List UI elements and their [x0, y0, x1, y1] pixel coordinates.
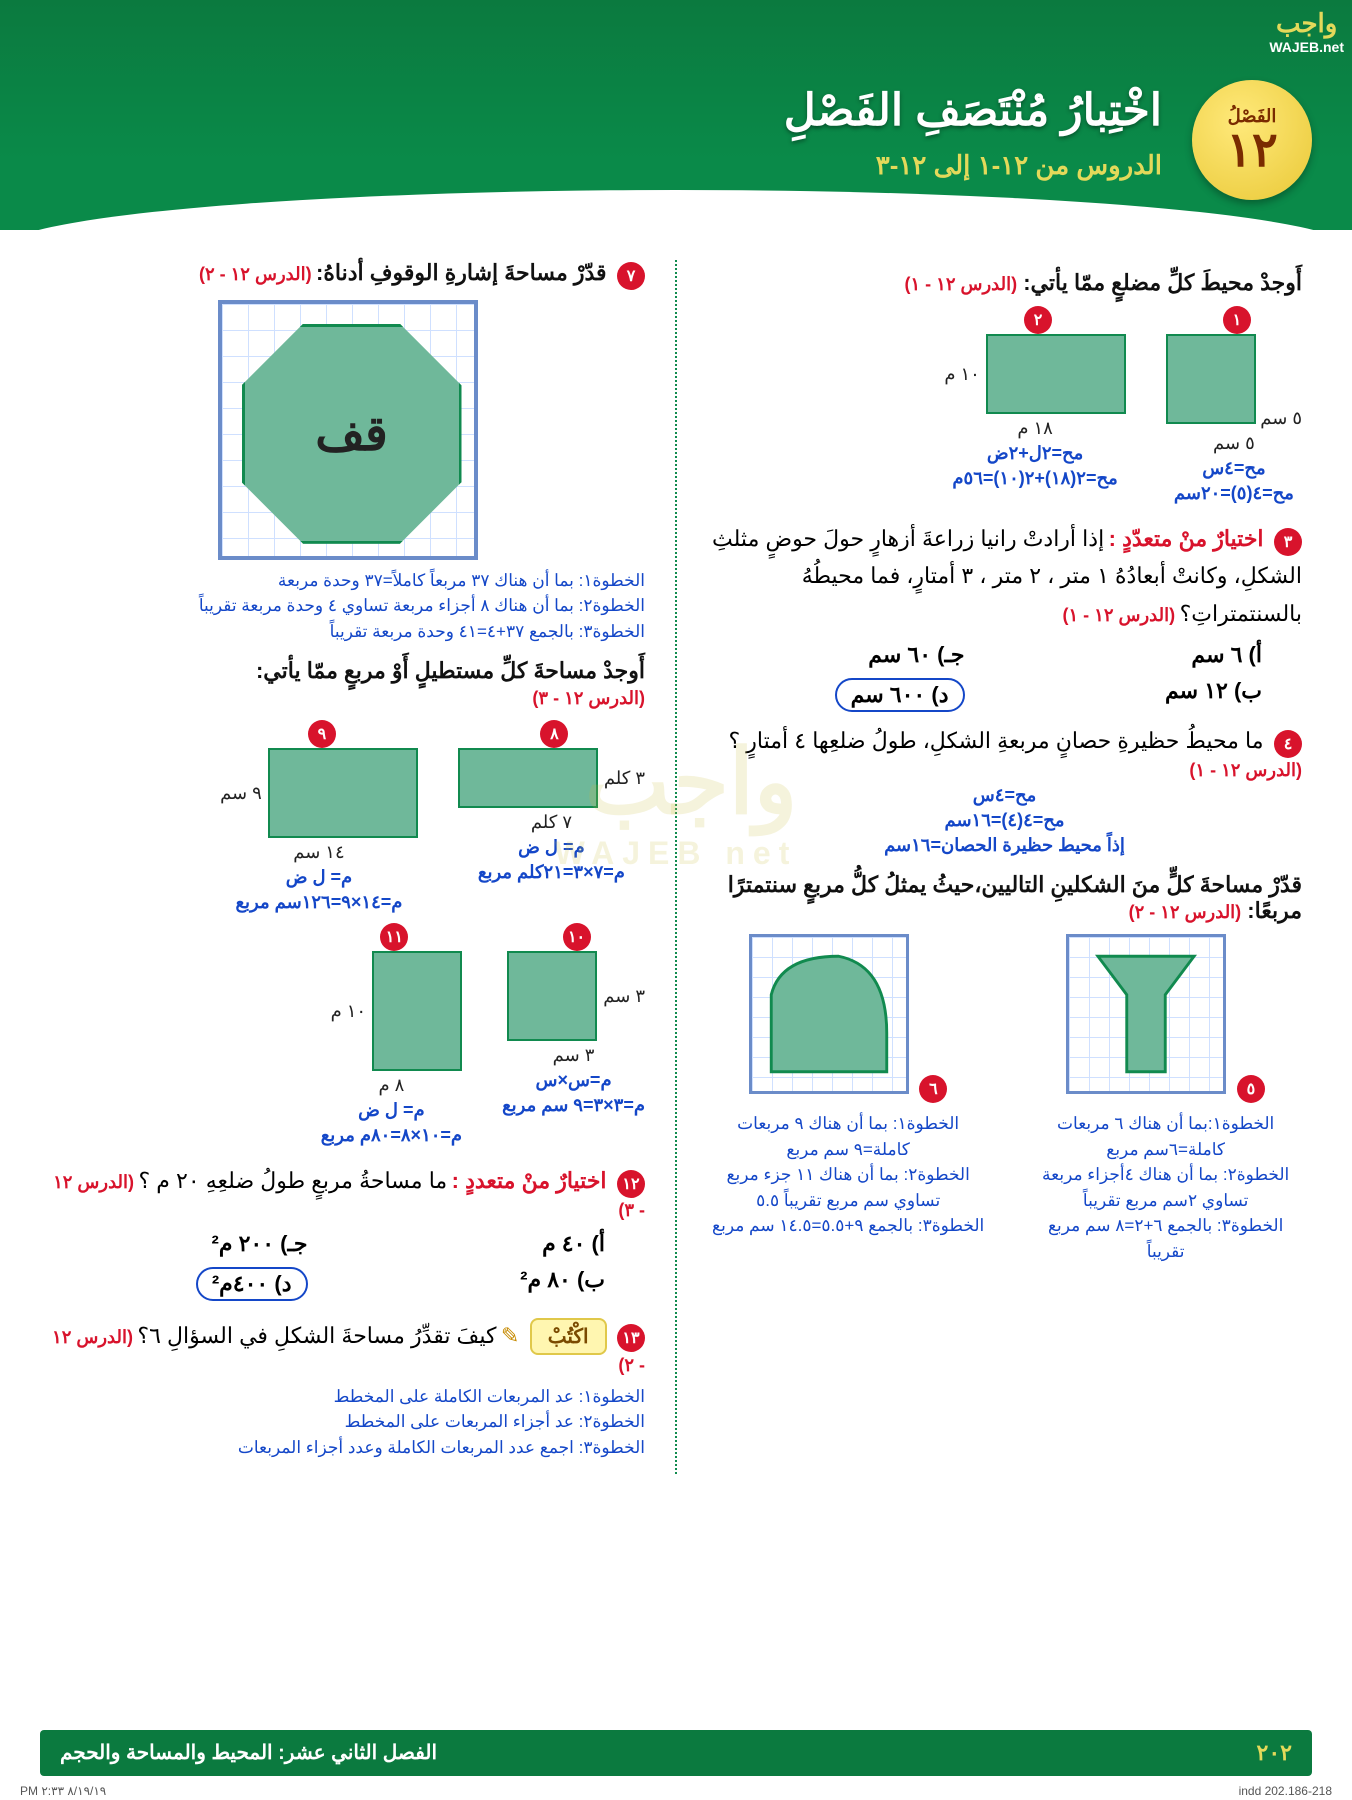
- q2: ٢ ١٠ م ١٨ م مح=٢ل+٢ض مح=٢(١٨)+٢(١٠)=٥٦م: [944, 306, 1126, 504]
- q12-opt-a: أ) ٤٠ م: [348, 1231, 606, 1257]
- q8-q9-row: ٨ ٣ كلم ٧ كلم م= ل ض م=٧×٣=٢١كلم مربع ٩ …: [50, 720, 645, 913]
- q4: ٤ ما محيطُ حظيرةِ حصانٍ مربعةِ الشكلِ، ط…: [707, 722, 1302, 855]
- badge-7: ٧: [617, 262, 645, 290]
- chapter-badge: الفَصْلُ ١٢: [1192, 80, 1312, 200]
- q3-opt-d: د) ٦٠٠ سم: [835, 678, 965, 712]
- q11: ١١ ١٠ م ٨ م م= ل ض م=١٠×٨=٨٠م مربع: [321, 923, 462, 1146]
- q3-opt-b: ب) ١٢ سم: [1005, 678, 1263, 712]
- q5-q6-row: ٥ الخطوة١:بما أن هناك ٦ مربعات كاملة=٦سم…: [707, 934, 1302, 1279]
- q1: ١ ٥ سم ٥ سم مح=٤س مح=٤(٥)=٢٠سم: [1166, 306, 1302, 504]
- q5-grid: [1066, 934, 1226, 1094]
- badge-8: ٨: [540, 720, 568, 748]
- badge-13: ١٣: [617, 1324, 645, 1352]
- q7-steps: الخطوة١: بما أن هناك ٣٧ مربعاً كاملاً=٣٧…: [50, 568, 645, 645]
- badge-10: ١٠: [563, 923, 591, 951]
- badge-6: ٦: [919, 1075, 947, 1103]
- q3: ٣ اختيارٌ منْ متعدّدٍ : إذا أرادتْ رانيا…: [707, 520, 1302, 712]
- brand-ar: واجب: [1269, 8, 1344, 39]
- write-badge: اكْتُبْ: [530, 1318, 607, 1355]
- q1-q2-row: ١ ٥ سم ٥ سم مح=٤س مح=٤(٥)=٢٠سم ٢ ١٠ م ١٨…: [707, 306, 1302, 504]
- q5: ٥ الخطوة١:بما أن هناك ٦ مربعات كاملة=٦سم…: [1029, 934, 1302, 1279]
- q13: ١٣ اكْتُبْ ✎ كيفَ تقدِّرُ مساحةَ الشكلِ …: [50, 1317, 645, 1461]
- q10: ١٠ ٣ سم ٣ سم م=س×س م=٣×٣=٩ سم مربع: [502, 923, 645, 1146]
- q7: ٧ قدّرْ مساحةَ إشارةِ الوقوفِ أدناهُ: (ا…: [50, 260, 645, 644]
- badge-3: ٣: [1274, 528, 1302, 556]
- page-title: اخْتِبارُ مُنْتَصَفِ الفَصْلِ: [784, 85, 1162, 136]
- pencil-icon: ✎: [501, 1323, 519, 1348]
- badge-12: ١٢: [617, 1170, 645, 1198]
- question-head-1: أَوجدْ محيطَ كلِّ مضلعٍ ممّا يأتي: (الدر…: [707, 270, 1302, 296]
- q10-q11-row: ١٠ ٣ سم ٣ سم م=س×س م=٣×٣=٩ سم مربع ١١ ١٠…: [50, 923, 645, 1146]
- q9: ٩ ٩ سم ١٤ سم م= ل ض م=١٤×٩=١٢٦سم مربع: [220, 720, 418, 913]
- badge-2: ٢: [1024, 306, 1052, 334]
- stop-sign-grid: قف: [218, 300, 478, 560]
- badge-9: ٩: [308, 720, 336, 748]
- q6-steps: الخطوة١: بما أن هناك ٩ مربعات كاملة=٩ سم…: [707, 1111, 989, 1239]
- q12-opt-d: د) ٤٠٠م²: [196, 1267, 308, 1301]
- q12-options: أ) ٤٠ م جـ) ٢٠٠ م² ب) ٨٠ م² د) ٤٠٠م²: [50, 1231, 605, 1301]
- page-header: واجب WAJEB.net الفَصْلُ ١٢ اخْتِبارُ مُن…: [0, 0, 1352, 230]
- q3-options: أ) ٦ سم جـ) ٦٠ سم ب) ١٢ سم د) ٦٠٠ سم: [707, 642, 1262, 712]
- page-subtitle: الدروس من ١٢-١ إلى ١٢-٣: [876, 150, 1162, 181]
- q6: ٦ الخطوة١: بما أن هناك ٩ مربعات كاملة=٩ …: [707, 934, 989, 1279]
- column-divider: [675, 260, 677, 1474]
- column-left: ٧ قدّرْ مساحةَ إشارةِ الوقوفِ أدناهُ: (ا…: [50, 260, 645, 1474]
- stop-sign: قف: [242, 324, 462, 544]
- meta-bar: 186-218.indd 202 ٨/١٩/١٩ ٢:٣٣ PM: [20, 1784, 1332, 1798]
- column-right: أَوجدْ محيطَ كلِّ مضلعٍ ممّا يأتي: (الدر…: [707, 260, 1302, 1474]
- page: واجب WAJEB.net الفَصْلُ ١٢ اخْتِبارُ مُن…: [0, 0, 1352, 1800]
- brand-logo: واجب WAJEB.net: [1269, 8, 1344, 55]
- question-head-2: قدّرْ مساحةَ كلٍّ منَ الشكلينِ التاليين،…: [707, 872, 1302, 924]
- brand-en: WAJEB.net: [1269, 39, 1344, 55]
- q12-opt-b: ب) ٨٠ م²: [348, 1267, 606, 1301]
- q6-grid: [749, 934, 909, 1094]
- q1-square: [1166, 334, 1256, 424]
- q12-opt-c: جـ) ٢٠٠ م²: [50, 1231, 308, 1257]
- q2-rect: [986, 334, 1126, 414]
- page-footer: ٢٠٢ الفصل الثاني عشر: المحيط والمساحة وا…: [40, 1730, 1312, 1776]
- badge-1: ١: [1223, 306, 1251, 334]
- meta-file: 186-218.indd 202: [1239, 1784, 1332, 1798]
- badge-4: ٤: [1274, 730, 1302, 758]
- meta-time: ٨/١٩/١٩ ٢:٣٣ PM: [20, 1784, 106, 1798]
- content: أَوجدْ محيطَ كلِّ مضلعٍ ممّا يأتي: (الدر…: [0, 230, 1352, 1494]
- q5-steps: الخطوة١:بما أن هناك ٦ مربعات كاملة=٦سم م…: [1029, 1111, 1302, 1264]
- page-number: ٢٠٢: [1257, 1740, 1292, 1766]
- q3-opt-a: أ) ٦ سم: [1005, 642, 1263, 668]
- q12: ١٢ اختيارٌ منْ متعددٍ : ما مساحةُ مربعٍ …: [50, 1162, 645, 1300]
- chapter-number: ١٢: [1226, 127, 1278, 175]
- badge-5: ٥: [1237, 1075, 1265, 1103]
- q13-steps: الخطوة١: عد المربعات الكاملة على المخطط …: [50, 1384, 645, 1461]
- question-head-3: أَوجدْ مساحةَ كلِّ مستطيلٍ أَوْ مربعٍ مم…: [50, 658, 645, 710]
- q3-opt-c: جـ) ٦٠ سم: [707, 642, 965, 668]
- badge-11: ١١: [380, 923, 408, 951]
- footer-chapter: الفصل الثاني عشر: المحيط والمساحة والحجم: [60, 1740, 437, 1766]
- q8: ٨ ٣ كلم ٧ كلم م= ل ض م=٧×٣=٢١كلم مربع: [458, 720, 645, 913]
